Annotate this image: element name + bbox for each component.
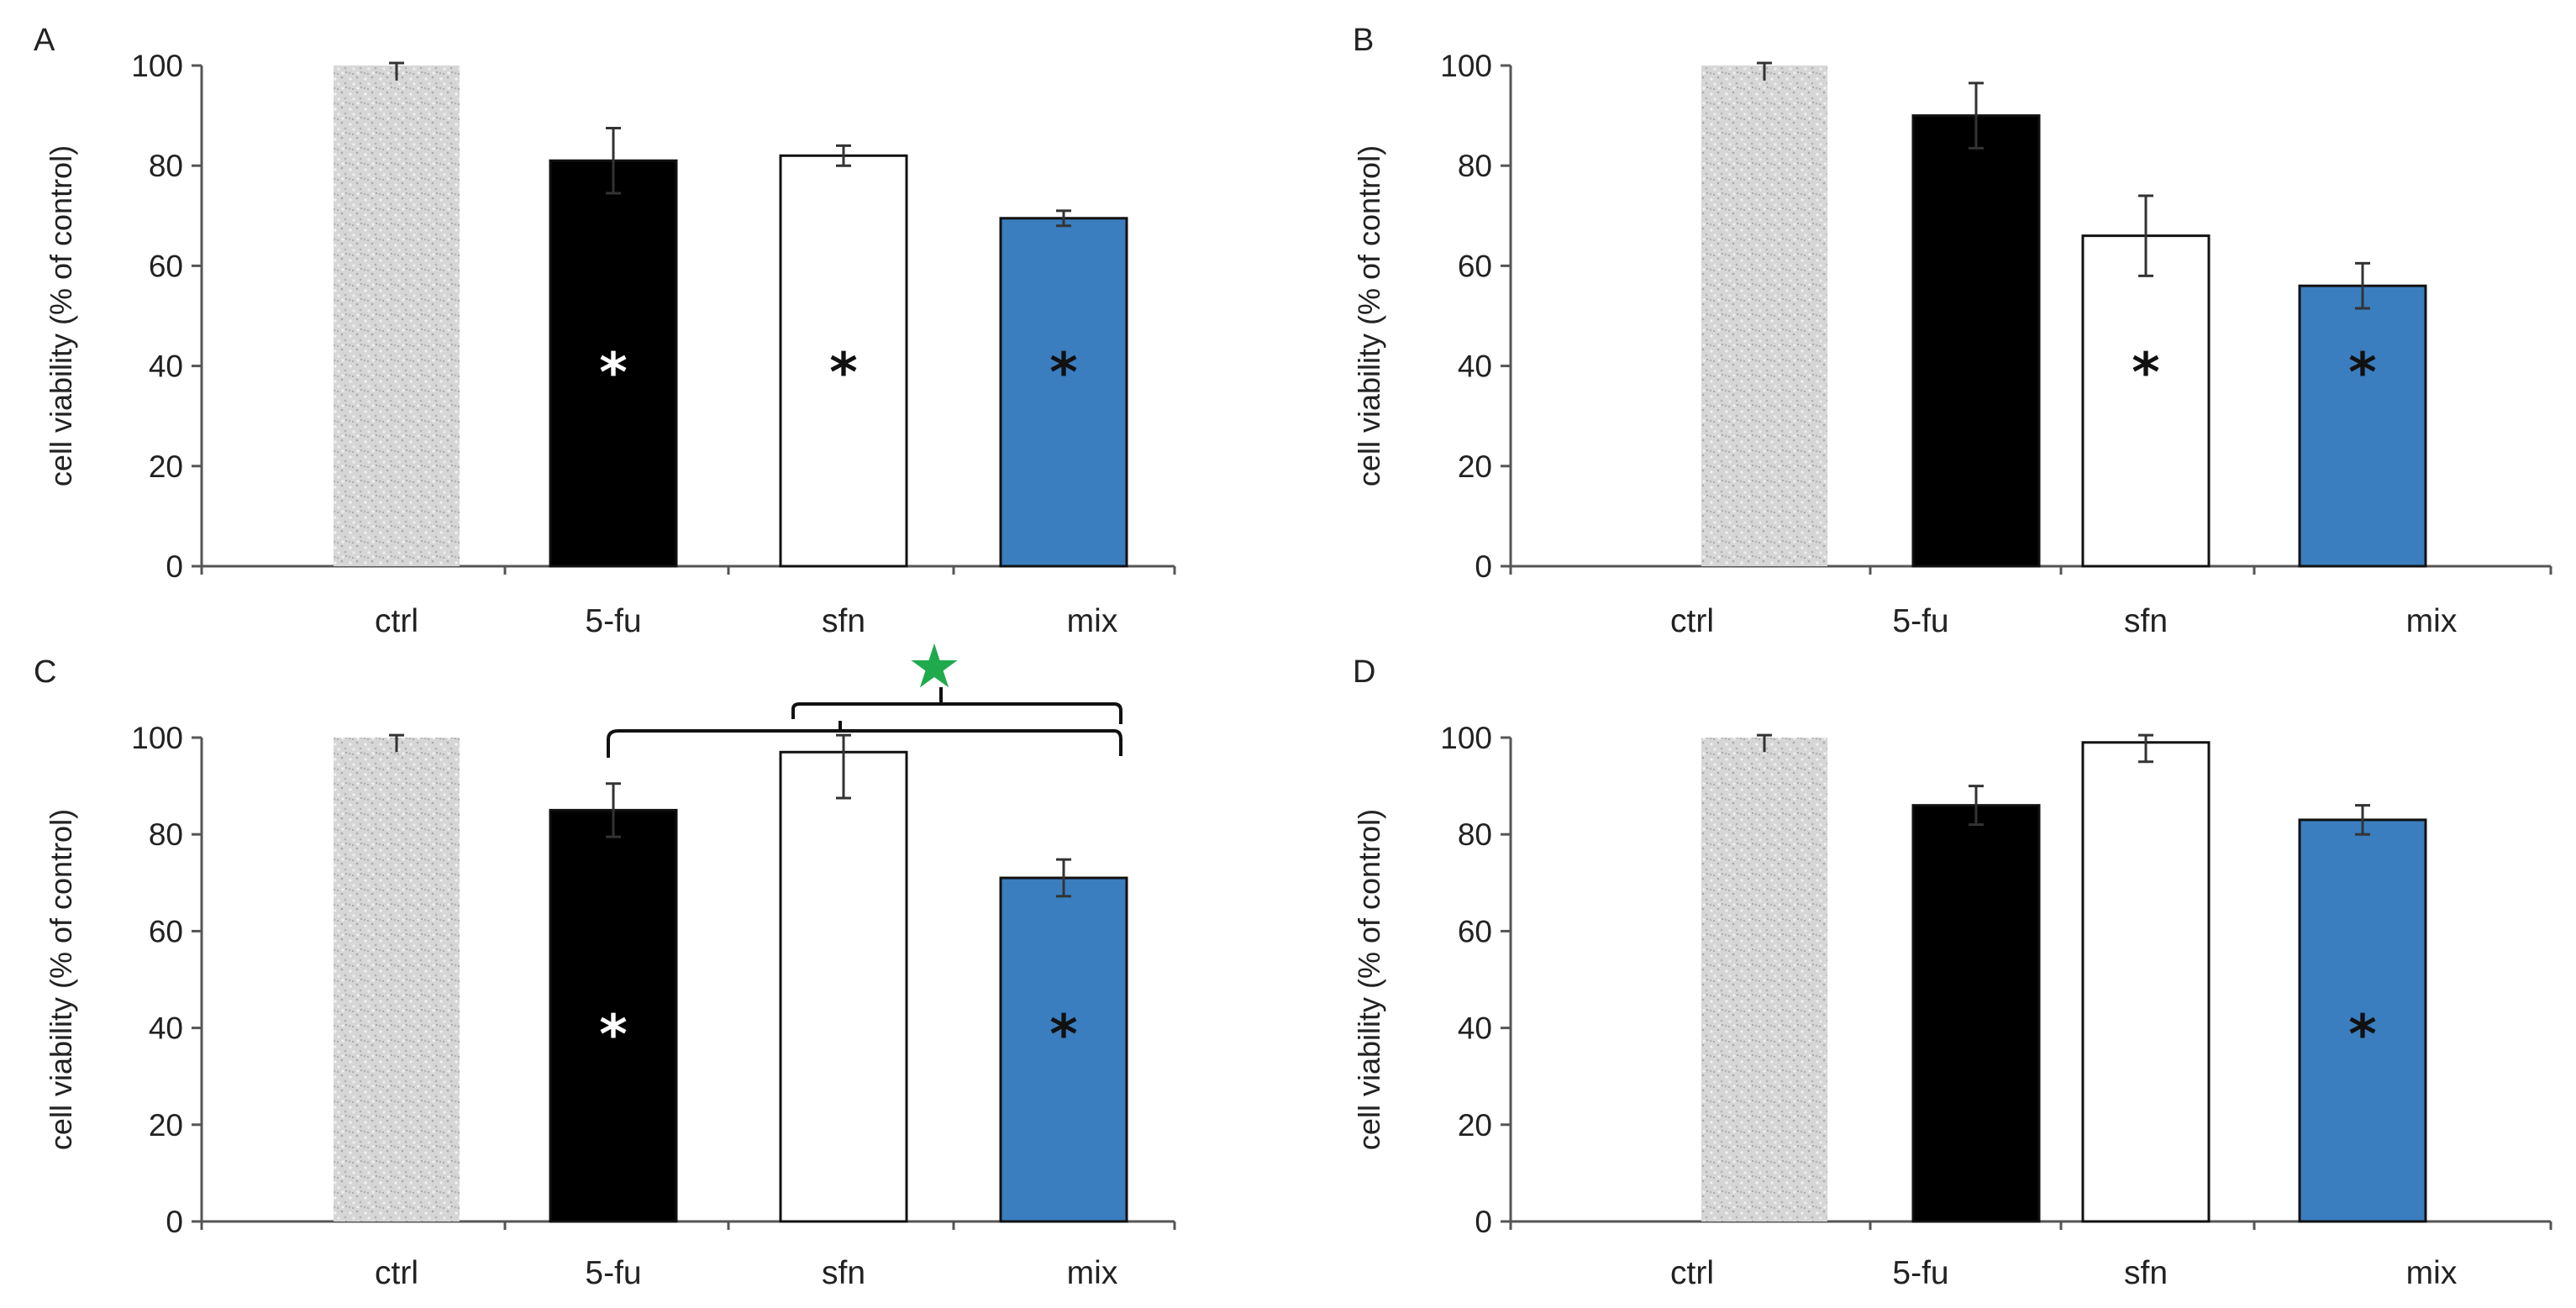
y-axis-title: cell viability (% of control) — [44, 145, 78, 486]
x-category-label: 5-fu — [585, 1255, 641, 1291]
y-tick-label: 80 — [149, 817, 183, 852]
error-bar — [606, 127, 621, 195]
significance-marker: * — [1049, 1005, 1077, 1067]
error-bar — [836, 733, 851, 800]
error-bar — [1056, 209, 1071, 228]
y-axis-title: cell viability (% of control) — [1352, 809, 1386, 1150]
x-category-label: mix — [2406, 1255, 2458, 1291]
error-bar — [389, 61, 404, 81]
panel-c: C 0 20 40 60 80 100 cell viability (% of contro… — [34, 631, 1176, 1291]
y-tick-label: 20 — [1458, 449, 1492, 484]
bar-sfn — [2081, 741, 2211, 1223]
y-tick-label: 40 — [1458, 1011, 1492, 1046]
y-tick-label: 60 — [1458, 249, 1492, 283]
bar-ctrl — [334, 738, 460, 1221]
x-category-label: mix — [2406, 603, 2458, 639]
significance-marker: * — [2348, 1005, 2376, 1067]
y-tick-label: 100 — [1440, 49, 1492, 83]
error-bar — [2138, 733, 2153, 764]
y-tick-label: 20 — [149, 449, 183, 484]
y-tick-label: 60 — [1458, 914, 1492, 948]
y-tick-label: 40 — [149, 349, 183, 384]
x-category-label: ctrl — [1670, 603, 1714, 639]
error-bar — [836, 144, 851, 167]
bar-ctrl — [1701, 738, 1827, 1221]
bar-sfn — [2081, 234, 2211, 568]
panel-label: D — [1353, 654, 1375, 690]
x-category-label: ctrl — [375, 603, 418, 639]
bar-5-fu — [549, 159, 678, 568]
combination-star-icon: ★ — [907, 631, 962, 701]
significance-marker: * — [1049, 343, 1077, 405]
combination-bracket — [607, 687, 1122, 758]
y-axis-title: cell viability (% of control) — [44, 809, 78, 1150]
y-tick-label: 20 — [149, 1108, 183, 1143]
x-category-label: ctrl — [375, 1255, 418, 1291]
x-category-label: 5-fu — [1892, 1255, 1948, 1291]
x-category-label: mix — [1067, 1255, 1118, 1291]
bar-5-fu — [1911, 804, 2041, 1223]
panel-label: B — [1353, 23, 1374, 58]
x-category-label: sfn — [822, 1255, 865, 1291]
bar-5-fu — [1911, 114, 2041, 568]
y-tick-label: 60 — [149, 914, 183, 948]
bar-mix — [2298, 818, 2427, 1223]
x-category-label: 5-fu — [585, 603, 641, 639]
bar-mix — [999, 876, 1128, 1223]
error-bar — [1757, 61, 1772, 81]
significance-marker: * — [599, 1005, 627, 1067]
error-bar — [1969, 81, 1984, 150]
significance-marker: * — [2132, 343, 2159, 405]
bar-ctrl — [1701, 66, 1827, 566]
y-tick-label: 0 — [166, 1205, 183, 1239]
significance-marker: * — [599, 343, 627, 405]
error-bar — [2355, 804, 2370, 836]
error-bar — [2355, 261, 2370, 310]
y-tick-label: 100 — [131, 49, 183, 83]
panel-a: A 0 20 40 60 80 100 cell viability (% of contro… — [34, 23, 1176, 639]
x-category-label: sfn — [2124, 603, 2168, 639]
panel-label: C — [34, 654, 56, 690]
y-tick-label: 0 — [1475, 1205, 1492, 1239]
error-bar — [2138, 194, 2153, 277]
y-tick-label: 20 — [1458, 1108, 1492, 1143]
x-category-label: ctrl — [1670, 1255, 1714, 1291]
y-tick-label: 100 — [1440, 721, 1492, 755]
panel-b: B 0 20 40 60 80 100 cell viability (% of contro… — [1352, 23, 2552, 639]
panel-label: A — [34, 23, 55, 58]
error-bar — [1757, 733, 1772, 753]
y-tick-label: 60 — [149, 249, 183, 283]
error-bar — [1969, 785, 1984, 827]
y-tick-label: 100 — [131, 721, 183, 755]
y-tick-label: 0 — [1475, 549, 1492, 584]
x-category-label: mix — [1067, 603, 1118, 639]
x-category-label: sfn — [2124, 1255, 2168, 1291]
error-bar — [1056, 858, 1071, 898]
y-tick-label: 80 — [1458, 817, 1492, 852]
bar-sfn — [779, 750, 908, 1223]
y-tick-label: 80 — [1458, 149, 1492, 183]
bar-mix — [2298, 284, 2427, 568]
y-tick-label: 40 — [149, 1011, 183, 1046]
x-category-label: 5-fu — [1892, 603, 1948, 639]
error-bar — [606, 782, 621, 838]
bar-ctrl — [334, 66, 460, 566]
panel-d: D 0 20 40 60 80 100 cell viability (% of contro… — [1352, 654, 2552, 1291]
y-tick-label: 80 — [149, 149, 183, 183]
x-category-label: sfn — [822, 603, 865, 639]
significance-marker: * — [829, 343, 857, 405]
error-bar — [389, 733, 404, 753]
y-tick-label: 40 — [1458, 349, 1492, 384]
significance-marker: * — [2348, 343, 2376, 405]
y-axis-title: cell viability (% of control) — [1352, 145, 1386, 486]
y-tick-label: 0 — [166, 549, 183, 584]
